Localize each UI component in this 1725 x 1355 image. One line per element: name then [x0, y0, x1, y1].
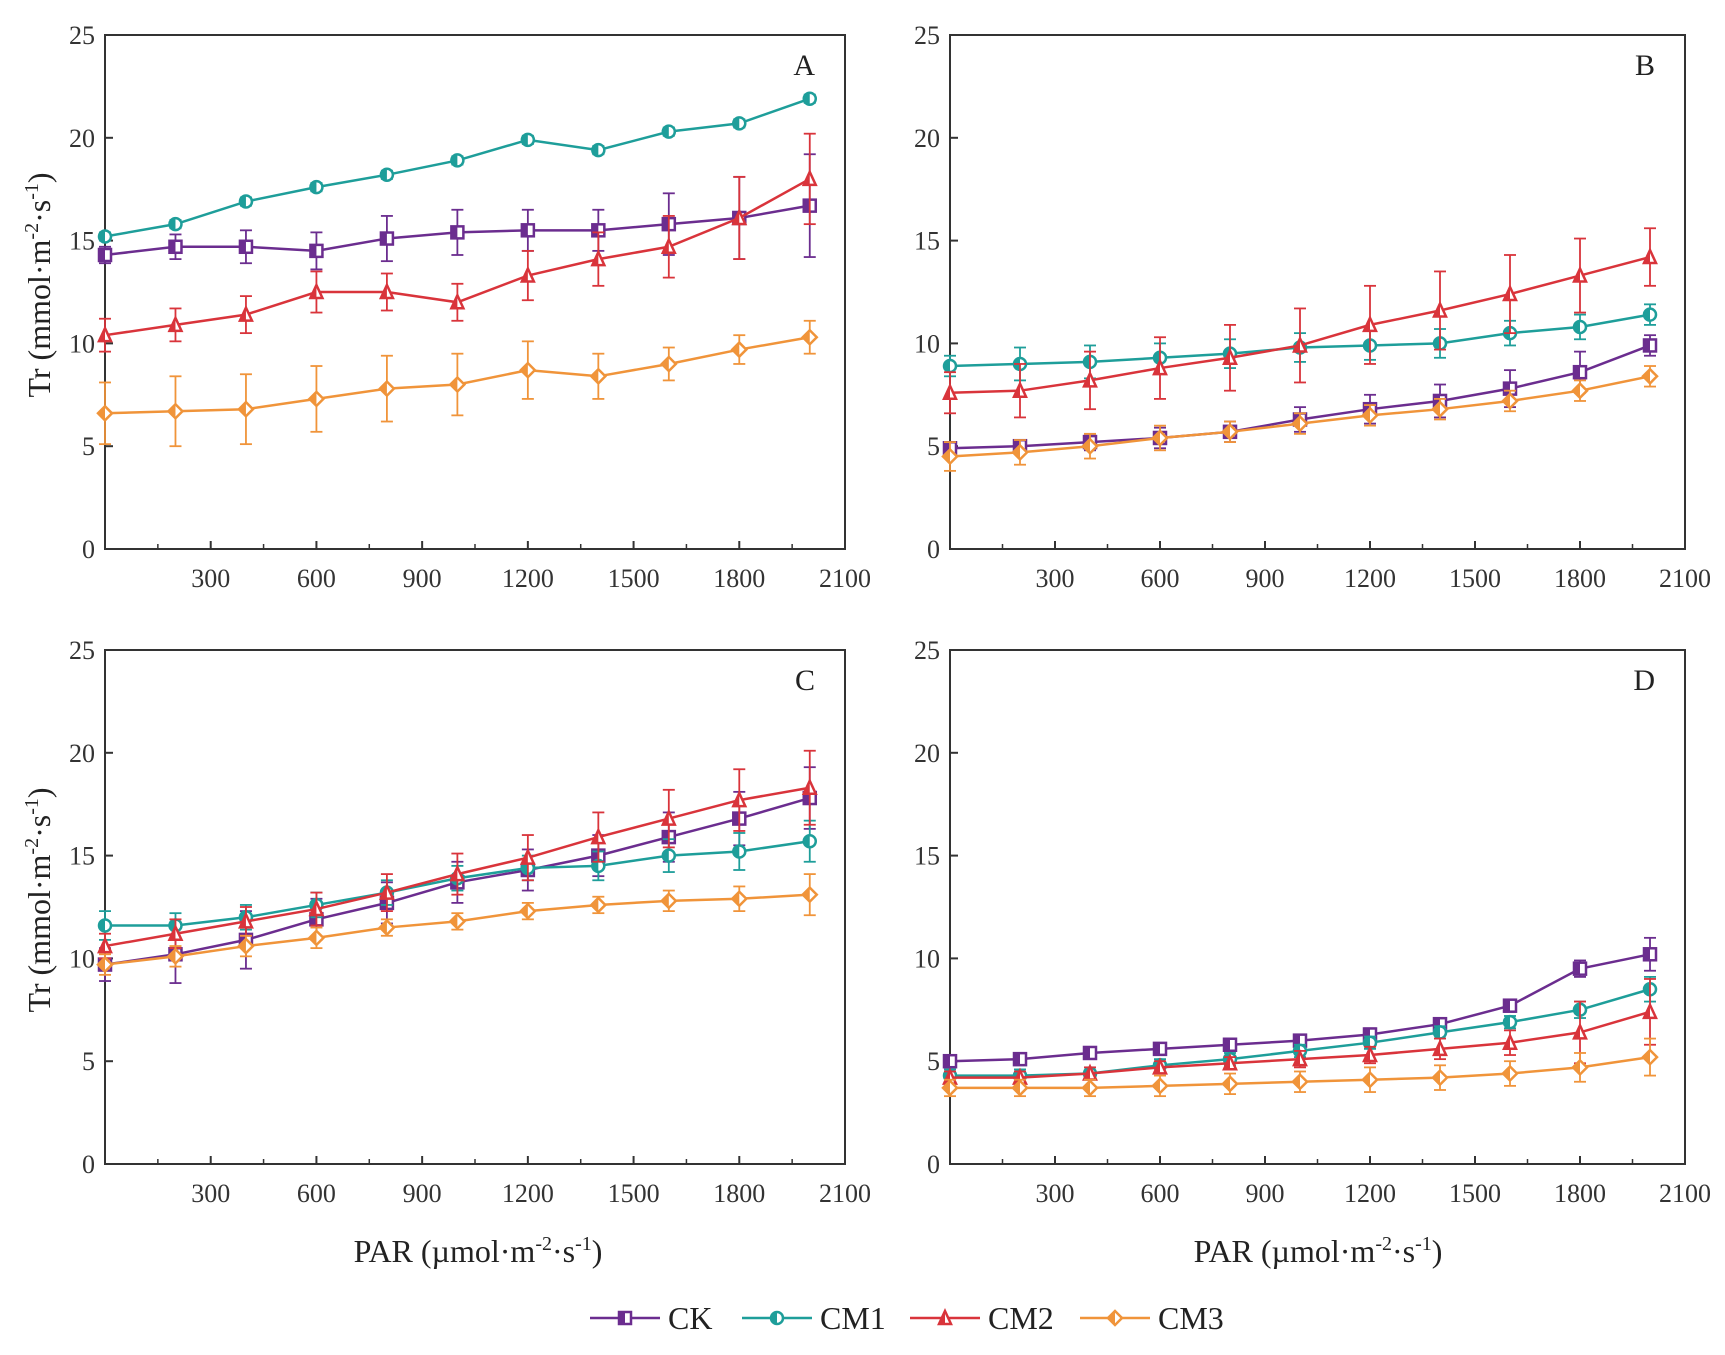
x-tick-label: 1200	[502, 1179, 554, 1208]
y-tick-label: 15	[69, 227, 95, 256]
legend: CK CM1 CM2 CM3	[590, 1300, 1224, 1336]
x-tick-label: 1800	[1554, 564, 1606, 593]
legend-item-cm2: CM2	[910, 1300, 1054, 1336]
legend-label: CM2	[988, 1300, 1054, 1336]
panel-b: 0 5 10 15 20 25 300 600 900 1200 1500 1800 2100 B	[914, 21, 1711, 593]
y-tick-label: 0	[82, 1150, 95, 1179]
legend-label: CK	[668, 1300, 712, 1336]
y-tick-label: 15	[914, 842, 940, 871]
y-tick-label: 10	[914, 329, 940, 358]
y-tick-label: 15	[914, 227, 940, 256]
series-ck	[97, 153, 818, 271]
panel-d: 0 5 10 15 20 25 300 600 900 1200 1500 1800 2100 D	[914, 636, 1711, 1208]
legend-item-ck: CK	[590, 1300, 712, 1336]
x-tick-label: 1200	[502, 564, 554, 593]
y-tick-label: 0	[927, 535, 940, 564]
x-tick-label: 900	[1246, 1179, 1285, 1208]
y-tick-label: 0	[927, 1150, 940, 1179]
y-tick-label: 25	[69, 21, 95, 50]
y-tick-label: 25	[914, 636, 940, 665]
x-tick-label: 2100	[819, 1179, 871, 1208]
x-tick-label: 300	[191, 564, 230, 593]
x-axis-title-left: PAR (µmol·m-2·s-1)	[354, 1233, 603, 1269]
series-cm1	[97, 91, 818, 244]
series-cm2	[942, 978, 1658, 1085]
x-tick-label: 1800	[713, 564, 765, 593]
x-tick-label: 2100	[1659, 564, 1711, 593]
series-cm3	[96, 319, 819, 448]
y-axis-title-bottom: Tr (mmol·m-2·s-1)	[21, 787, 57, 1012]
x-tick-label: 300	[1036, 1179, 1075, 1208]
series-cm2	[97, 749, 818, 960]
x-tick-label: 300	[1036, 564, 1075, 593]
legend-label: CM1	[820, 1300, 886, 1336]
y-tick-label: 15	[69, 842, 95, 871]
y-tick-label: 20	[914, 739, 940, 768]
svg-text:Tr (mmol·m-2·s-1): Tr (mmol·m-2·s-1)	[21, 787, 57, 1012]
x-tick-label: 2100	[1659, 1179, 1711, 1208]
y-tick-label: 20	[69, 739, 95, 768]
plot-frame	[949, 34, 1686, 550]
x-tick-label: 900	[403, 564, 442, 593]
panel-c: 0 5 10 15 20 25 300 600 900 1200 1500 1800 2100 C	[69, 636, 871, 1208]
y-axis-title-top: Tr (mmol·m-2·s-1)	[21, 172, 57, 397]
panel-label: D	[1633, 664, 1655, 697]
series-cm2	[97, 132, 818, 353]
series-cm3	[941, 365, 1659, 472]
y-tick-label: 25	[914, 21, 940, 50]
panel-a: 0 5 10 15 20 25 300 600 900 1200 1500 1800 2100 A	[69, 21, 871, 593]
x-axis-title-right: PAR (µmol·m-2·s-1)	[1194, 1233, 1443, 1269]
y-tick-label: 5	[82, 1047, 95, 1076]
y-tick-label: 10	[914, 944, 940, 973]
x-tick-label: 2100	[819, 564, 871, 593]
y-tick-label: 20	[914, 124, 940, 153]
plot-frame	[104, 649, 846, 1165]
x-tick-label: 1200	[1344, 1179, 1396, 1208]
series-cm2	[942, 227, 1658, 419]
y-tick-label: 20	[69, 124, 95, 153]
panel-label: C	[795, 664, 815, 697]
y-tick-label: 0	[82, 535, 95, 564]
legend-label: CM3	[1158, 1300, 1224, 1336]
x-tick-label: 1500	[1449, 1179, 1501, 1208]
x-tick-label: 900	[403, 1179, 442, 1208]
series-cm3	[941, 1037, 1659, 1098]
x-tick-label: 300	[191, 1179, 230, 1208]
panel-label: A	[793, 49, 815, 82]
legend-item-cm1: CM1	[742, 1300, 886, 1336]
x-tick-label: 600	[1141, 1179, 1180, 1208]
x-tick-label: 1500	[1449, 564, 1501, 593]
series-ck	[942, 936, 1658, 1069]
x-tick-label: 1200	[1344, 564, 1396, 593]
y-tick-label: 5	[927, 432, 940, 461]
x-tick-label: 1800	[1554, 1179, 1606, 1208]
x-tick-label: 1500	[608, 1179, 660, 1208]
svg-text:Tr (mmol·m-2·s-1): Tr (mmol·m-2·s-1)	[21, 172, 57, 397]
x-tick-label: 900	[1246, 564, 1285, 593]
y-tick-label: 25	[69, 636, 95, 665]
legend-item-cm3: CM3	[1080, 1300, 1224, 1336]
panel-label: B	[1635, 49, 1655, 82]
x-tick-label: 600	[1141, 564, 1180, 593]
y-tick-label: 10	[69, 944, 95, 973]
x-tick-label: 1500	[608, 564, 660, 593]
x-tick-label: 600	[297, 1179, 336, 1208]
x-tick-label: 1800	[713, 1179, 765, 1208]
x-tick-label: 600	[297, 564, 336, 593]
y-tick-label: 5	[927, 1047, 940, 1076]
y-tick-label: 10	[69, 329, 95, 358]
y-tick-label: 5	[82, 432, 95, 461]
plot-frame	[104, 34, 846, 550]
series-cm3	[96, 873, 819, 976]
